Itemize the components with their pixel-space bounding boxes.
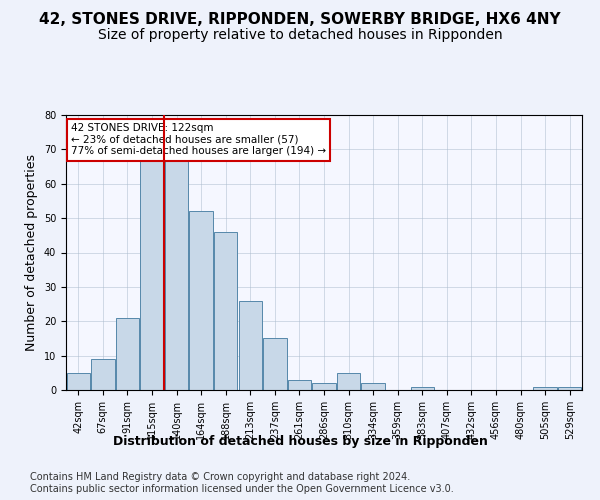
Bar [288, 380, 311, 390]
Text: Contains HM Land Registry data © Crown copyright and database right 2024.: Contains HM Land Registry data © Crown c… [30, 472, 410, 482]
Bar [533, 386, 557, 390]
Text: 42, STONES DRIVE, RIPPONDEN, SOWERBY BRIDGE, HX6 4NY: 42, STONES DRIVE, RIPPONDEN, SOWERBY BRI… [39, 12, 561, 28]
Bar [361, 383, 385, 390]
Bar [91, 359, 115, 390]
Bar [140, 160, 164, 390]
Text: Distribution of detached houses by size in Ripponden: Distribution of detached houses by size … [113, 435, 487, 448]
Bar [67, 373, 90, 390]
Bar [190, 211, 213, 390]
Bar [214, 232, 238, 390]
Bar [337, 373, 360, 390]
Bar [263, 338, 287, 390]
Bar [116, 318, 139, 390]
Bar [558, 386, 581, 390]
Bar [239, 300, 262, 390]
Bar [410, 386, 434, 390]
Text: 42 STONES DRIVE: 122sqm
← 23% of detached houses are smaller (57)
77% of semi-de: 42 STONES DRIVE: 122sqm ← 23% of detache… [71, 123, 326, 156]
Text: Size of property relative to detached houses in Ripponden: Size of property relative to detached ho… [98, 28, 502, 42]
Bar [313, 383, 335, 390]
Bar [165, 160, 188, 390]
Text: Contains public sector information licensed under the Open Government Licence v3: Contains public sector information licen… [30, 484, 454, 494]
Y-axis label: Number of detached properties: Number of detached properties [25, 154, 38, 351]
